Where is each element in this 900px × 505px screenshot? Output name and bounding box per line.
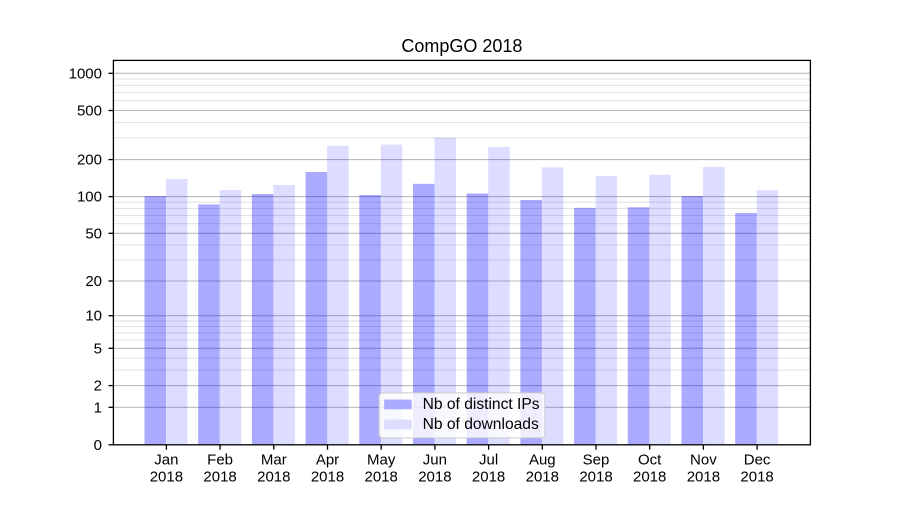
svg-text:2018: 2018 <box>257 469 290 486</box>
svg-text:Nb of distinct IPs: Nb of distinct IPs <box>423 396 540 413</box>
svg-text:10: 10 <box>85 308 102 325</box>
svg-text:200: 200 <box>77 152 102 169</box>
svg-text:May: May <box>367 452 396 469</box>
svg-text:Dec: Dec <box>744 452 771 469</box>
svg-text:2018: 2018 <box>633 469 666 486</box>
svg-text:Jan: Jan <box>154 452 178 469</box>
svg-text:Feb: Feb <box>207 452 233 469</box>
svg-text:Apr: Apr <box>316 452 339 469</box>
svg-text:Nb of downloads: Nb of downloads <box>423 416 539 433</box>
svg-text:2018: 2018 <box>365 469 398 486</box>
svg-text:2018: 2018 <box>418 469 451 486</box>
svg-text:2: 2 <box>94 378 102 395</box>
svg-text:Sep: Sep <box>583 452 610 469</box>
svg-text:20: 20 <box>85 273 102 290</box>
svg-text:5: 5 <box>94 340 102 357</box>
svg-text:Mar: Mar <box>261 452 287 469</box>
svg-text:2018: 2018 <box>526 469 559 486</box>
svg-text:2018: 2018 <box>579 469 612 486</box>
svg-text:2018: 2018 <box>150 469 183 486</box>
svg-text:Oct: Oct <box>638 452 662 469</box>
svg-text:500: 500 <box>77 103 102 120</box>
svg-text:1000: 1000 <box>69 65 102 82</box>
svg-text:1: 1 <box>94 399 102 416</box>
svg-text:0: 0 <box>94 437 102 454</box>
svg-text:50: 50 <box>85 225 102 242</box>
svg-text:2018: 2018 <box>740 469 773 486</box>
svg-text:2018: 2018 <box>311 469 344 486</box>
svg-text:Aug: Aug <box>529 452 556 469</box>
svg-text:2018: 2018 <box>687 469 720 486</box>
svg-text:Nov: Nov <box>690 452 717 469</box>
svg-text:Jun: Jun <box>423 452 447 469</box>
svg-text:CompGO 2018: CompGO 2018 <box>401 36 522 56</box>
svg-text:100: 100 <box>77 189 102 206</box>
svg-text:2018: 2018 <box>203 469 236 486</box>
svg-text:2018: 2018 <box>472 469 505 486</box>
svg-text:Jul: Jul <box>479 452 498 469</box>
